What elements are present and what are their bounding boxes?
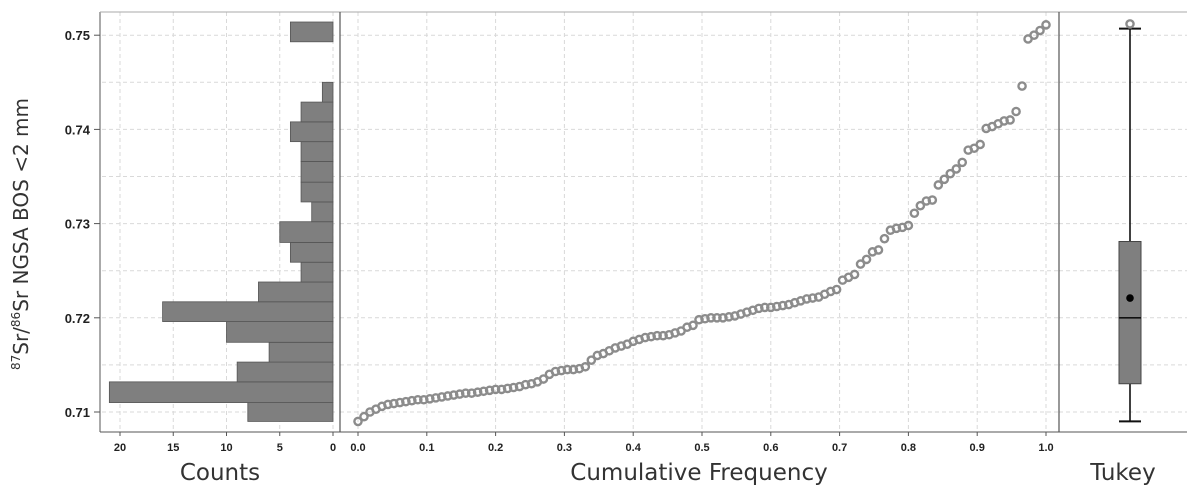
- counts-axis-label: Counts: [180, 460, 260, 485]
- histogram-bar: [300, 181, 334, 203]
- histogram-bars: [108, 21, 334, 422]
- cumulative-point: [490, 384, 501, 395]
- histogram-bar: [300, 161, 334, 183]
- frequency-tick-label: 0.7: [832, 442, 847, 454]
- cumulative-frequency-axis-label: Cumulative Frequency: [570, 460, 827, 485]
- counts-tick-label: 0: [330, 442, 336, 454]
- cumulative-point: [873, 245, 884, 255]
- frequency-tick-label: 1.0: [1038, 442, 1053, 454]
- histogram-bar: [279, 221, 334, 243]
- tukey-box-plot: [1118, 19, 1142, 423]
- histogram-bar: [247, 402, 334, 422]
- cumulative-point: [951, 164, 962, 174]
- y-axis-label-rest: Sr NGSA BOS <2 mm: [9, 98, 33, 312]
- counts-tick-label: 10: [220, 442, 232, 454]
- cumulative-point: [915, 200, 926, 211]
- cumulative-point: [353, 416, 363, 427]
- cumulative-point: [1017, 81, 1027, 91]
- y-tick-label: 0.71: [65, 405, 90, 420]
- histogram-bar: [258, 281, 334, 303]
- frequency-tick-label: 0.4: [626, 442, 642, 454]
- cumulative-point: [903, 220, 914, 231]
- cumulative-point: [909, 208, 920, 219]
- cumulative-point: [413, 394, 423, 405]
- cumulative-point: [939, 174, 950, 185]
- cumulative-point: [1041, 20, 1051, 30]
- cumulative-point: [538, 374, 549, 384]
- cumulative-point: [706, 312, 716, 323]
- cumulative-point: [831, 284, 842, 295]
- cumulative-point: [760, 302, 770, 313]
- outlier-point: [1125, 19, 1135, 29]
- histogram-bar: [226, 321, 334, 343]
- frequency-tick-label: 0.5: [694, 442, 709, 454]
- cumulative-point: [586, 355, 597, 365]
- cumulative-point: [861, 254, 872, 265]
- y-axis-label-sup-86: 86: [9, 312, 23, 327]
- histogram-bar: [311, 201, 334, 223]
- cumulative-point: [849, 269, 860, 280]
- histogram-bar: [289, 242, 334, 263]
- histogram-bar: [289, 21, 334, 43]
- frequency-tick-label: 0.6: [763, 442, 778, 454]
- y-tick-label: 0.72: [65, 311, 90, 326]
- cumulative-point: [879, 233, 890, 244]
- histogram-bar: [300, 141, 334, 162]
- histogram-bar: [162, 301, 334, 322]
- histogram-bar: [300, 101, 334, 123]
- histogram-bar: [321, 81, 334, 103]
- interquartile-box: [1118, 240, 1142, 385]
- cumulative-point: [562, 364, 573, 375]
- frequency-tick-label: 0.8: [901, 442, 916, 454]
- histogram-bar: [268, 341, 334, 363]
- cumulative-point: [359, 411, 369, 422]
- y-axis-label: 87Sr/86Sr NGSA BOS <2 mm: [9, 98, 33, 370]
- cumulative-point: [712, 312, 722, 323]
- cumulative-point: [1029, 30, 1039, 41]
- histogram-bar: [236, 361, 334, 383]
- cumulative-point: [1011, 106, 1021, 117]
- counts-tick-label: 20: [114, 442, 126, 454]
- mean-marker: [1126, 294, 1134, 302]
- cumulative-point: [933, 180, 944, 190]
- histogram-bar: [108, 381, 334, 403]
- cumulative-point: [945, 168, 956, 179]
- cumulative-point: [580, 361, 591, 372]
- frequency-tick-label: 0.9: [970, 442, 985, 454]
- tukey-axis-label: Tukey: [1089, 460, 1155, 485]
- frequency-tick-label: 0.1: [419, 442, 434, 454]
- y-tick-label: 0.75: [65, 28, 90, 43]
- cumulative-point: [957, 157, 968, 168]
- axes-layer: [94, 11, 1187, 436]
- cumulative-points: [353, 20, 1051, 427]
- y-tick-label: 0.74: [65, 122, 91, 137]
- cumulative-point: [855, 259, 866, 269]
- cumulative-point: [460, 388, 471, 398]
- tick-labels: 0.71 0.72 0.73 0.74 0.75 20 15 10 5 0 0.0 0.1 0.2 0.3…: [65, 28, 1054, 454]
- cumulative-point: [688, 320, 698, 331]
- cumulative-point: [927, 195, 938, 205]
- frequency-tick-label: 0.3: [557, 442, 572, 454]
- frequency-tick-label: 0.0: [350, 442, 365, 454]
- histogram-bar: [300, 261, 334, 283]
- cumulative-point: [1035, 25, 1045, 36]
- counts-tick-label: 15: [167, 442, 179, 454]
- y-axis-label-sup-87: 87: [9, 355, 23, 370]
- histogram-bar: [289, 121, 334, 143]
- y-tick-label: 0.73: [65, 217, 90, 232]
- cumulative-point: [975, 139, 985, 150]
- y-axis-label-sr: Sr/: [9, 327, 33, 355]
- frequency-tick-label: 0.2: [488, 442, 503, 454]
- cumulative-point: [652, 330, 662, 341]
- counts-tick-label: 5: [277, 442, 283, 454]
- cumulative-point: [1005, 115, 1015, 125]
